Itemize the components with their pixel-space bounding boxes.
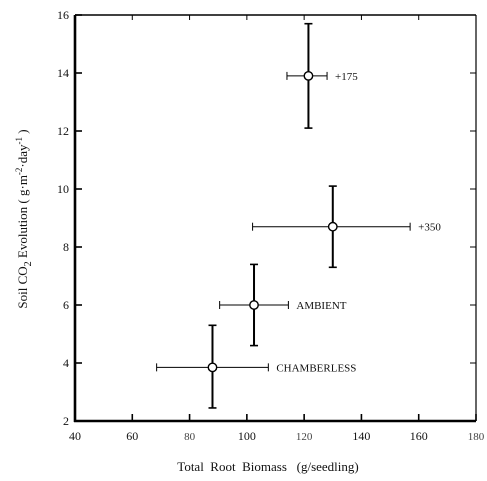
data-point (207, 362, 218, 373)
y-axis-title-sup1: -2 (14, 168, 24, 176)
point-label: +350 (418, 222, 441, 234)
x-tick-label: 60 (126, 429, 138, 443)
point-label: CHAMBERLESS (276, 362, 356, 374)
point-label: +175 (335, 71, 358, 83)
y-axis-title-pre: Soil CO (15, 266, 30, 308)
x-tick-label: 180 (468, 431, 485, 443)
x-tick-label: 120 (296, 431, 313, 443)
x-tick-label: 160 (410, 429, 428, 443)
y-axis-title-mid: Evolution ( g·m (15, 175, 30, 261)
data-point (327, 221, 338, 232)
y-tick-label: 4 (63, 356, 69, 370)
svg-text:Soil CO2 Evolution ( g·m-2·day: Soil CO2 Evolution ( g·m-2·day-1 ) (14, 129, 34, 308)
y-axis-title-mid2: ·day (15, 144, 30, 168)
y-tick-label: 14 (57, 66, 69, 80)
y-tick-label: 10 (57, 182, 69, 196)
y-axis-title: Soil CO2 Evolution ( g·m-2·day-1 ) (14, 129, 34, 308)
y-tick-label: 2 (63, 414, 69, 428)
data-point (249, 300, 259, 310)
y-tick-label: 8 (63, 240, 69, 254)
y-tick-label: 16 (57, 8, 69, 22)
y-axis-title-post: ) (15, 129, 30, 137)
y-tick-label: 6 (63, 298, 69, 312)
x-tick-label: 140 (352, 429, 370, 443)
x-tick-label: 100 (238, 429, 256, 443)
y-tick-label: 12 (57, 124, 69, 138)
data-point (303, 71, 314, 81)
x-tick-label: 80 (184, 431, 196, 443)
x-axis-title: Total Root Biomass (g/seedling) (177, 459, 358, 474)
y-axis-title-sup2: -1 (14, 137, 24, 145)
point-label: AMBIENT (296, 300, 346, 312)
x-tick-label: 40 (69, 429, 81, 443)
y-axis-title-sub: 2 (23, 261, 34, 266)
